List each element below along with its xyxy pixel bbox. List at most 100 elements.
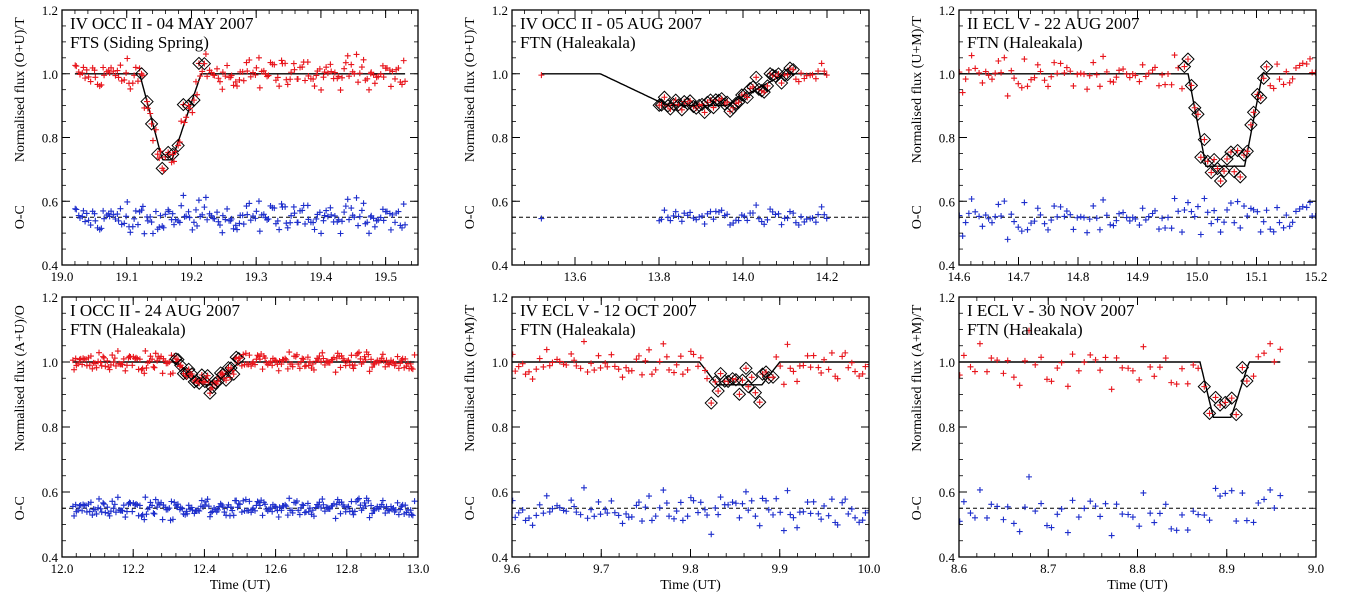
residual-point xyxy=(275,513,282,520)
residual-point xyxy=(529,522,536,529)
flux-point xyxy=(238,362,245,369)
flux-point xyxy=(275,367,282,374)
flux-point xyxy=(228,72,235,79)
residual-point xyxy=(201,502,208,509)
fit-point-marker xyxy=(786,62,800,77)
flux-point xyxy=(313,72,320,79)
y-tick-label: 0.8 xyxy=(939,420,955,435)
flux-point xyxy=(1270,85,1277,92)
residual-point xyxy=(670,515,677,522)
residual-point xyxy=(1107,221,1114,228)
residual-point xyxy=(795,222,802,229)
residual-point xyxy=(171,221,178,228)
flux-point xyxy=(646,346,653,353)
flux-point xyxy=(260,67,267,74)
flux-point xyxy=(809,71,816,78)
flux-point xyxy=(310,76,317,83)
residual-point xyxy=(628,513,635,520)
residual-point xyxy=(695,509,702,516)
residual-point xyxy=(159,516,166,523)
panel-4: 12.0 12.2 12.4 12.6 12.8 13.0 0.4 0.6 0.8 1.0 1.2 I… xyxy=(13,290,429,593)
residual-point xyxy=(316,209,323,216)
residual-point xyxy=(134,221,141,228)
flux-point xyxy=(1296,62,1303,69)
residual-point xyxy=(72,501,79,508)
x-tick-label: 14.6 xyxy=(948,269,971,284)
fit-point-marker xyxy=(669,93,683,107)
flux-point xyxy=(748,374,755,381)
residual-point xyxy=(1069,497,1076,504)
residual-point xyxy=(992,213,999,220)
residual-point xyxy=(1179,511,1186,518)
flux-point xyxy=(732,376,739,383)
flux-point xyxy=(1208,169,1215,176)
residual-point xyxy=(296,511,303,518)
residual-point xyxy=(309,507,316,514)
residual-point xyxy=(240,497,247,504)
fit-point-marker xyxy=(171,138,185,153)
flux-point xyxy=(138,70,145,77)
flux-point xyxy=(214,378,221,385)
residual-point xyxy=(233,497,240,504)
residual-point xyxy=(252,215,259,222)
residual-point xyxy=(773,495,780,502)
residual-point xyxy=(730,220,737,227)
flux-point xyxy=(171,158,178,165)
residual-point xyxy=(756,522,763,529)
residual-point xyxy=(398,503,405,510)
residual-point xyxy=(337,510,344,517)
residual-point xyxy=(753,202,760,209)
residual-point xyxy=(316,499,323,506)
flux-point xyxy=(131,72,138,79)
flux-point xyxy=(79,361,86,368)
residual-point xyxy=(319,496,326,503)
residual-point xyxy=(355,222,362,229)
flux-point xyxy=(316,353,323,360)
y-tick-label: 0.6 xyxy=(42,485,59,500)
flux-point xyxy=(1155,82,1162,89)
fit-point-marker xyxy=(744,370,759,384)
flux-point xyxy=(72,355,79,362)
flux-point xyxy=(80,64,87,71)
x-tick-label: 9.9 xyxy=(772,561,788,576)
residual-point xyxy=(744,217,751,224)
fit-point-marker xyxy=(1202,406,1217,421)
panel-3: 14.6 14.7 14.8 14.9 15.0 15.1 15.2 0.4 0.6 0.8 1.0… xyxy=(910,3,1327,284)
residual-point xyxy=(156,224,163,231)
flux-point xyxy=(253,64,260,71)
residual-point xyxy=(131,215,138,222)
fit-point-marker xyxy=(200,368,215,383)
residual-point xyxy=(828,496,835,503)
residual-point xyxy=(739,500,746,507)
residual-point xyxy=(1188,208,1195,215)
flux-point xyxy=(787,365,794,372)
residual-point xyxy=(1179,229,1186,236)
flux-point xyxy=(658,101,665,108)
fit-point-marker xyxy=(1237,148,1251,162)
residual-point xyxy=(798,213,805,220)
residual-point xyxy=(995,201,1002,208)
residual-point xyxy=(804,499,811,506)
panel-2: 13.6 13.8 14.0 14.2 0.4 0.6 0.8 1.0 1.2 IV OCC II… xyxy=(463,3,870,284)
residual-point xyxy=(1191,213,1198,220)
residual-point xyxy=(255,198,262,205)
flux-point xyxy=(106,366,113,373)
flux-point xyxy=(239,68,246,75)
flux-point xyxy=(984,368,991,375)
residual-point xyxy=(862,509,869,516)
panel-subtitle: FTN (Haleakala) xyxy=(520,33,636,52)
flux-point xyxy=(1191,104,1198,111)
flux-point xyxy=(736,391,743,398)
residual-point xyxy=(79,507,86,514)
residual-point xyxy=(244,211,251,218)
flux-point xyxy=(355,79,362,86)
flux-point xyxy=(230,371,237,378)
flux-point xyxy=(304,354,311,361)
residual-point xyxy=(988,501,995,508)
flux-point xyxy=(701,367,708,374)
fit-point-marker xyxy=(714,91,729,106)
residual-point xyxy=(1241,203,1248,210)
residual-point xyxy=(227,504,234,511)
flux-point xyxy=(169,151,176,158)
residual-point xyxy=(71,512,78,519)
